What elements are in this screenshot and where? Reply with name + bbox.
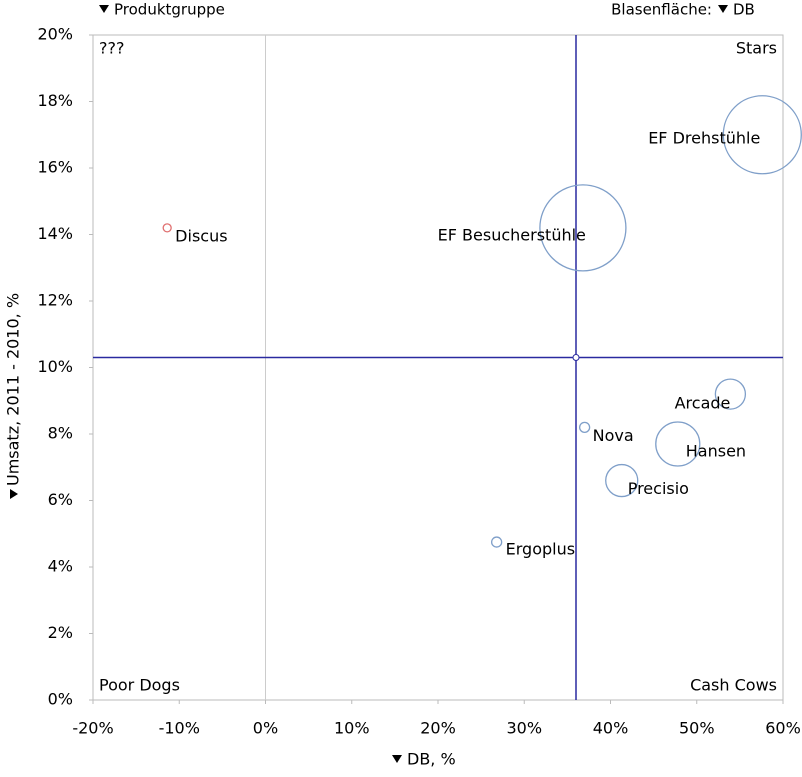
bubble: [655, 421, 701, 467]
bubble-label: EF Besucherstühle: [438, 225, 586, 244]
bubble: [722, 95, 802, 175]
y-tick-label: 2%: [48, 623, 73, 642]
reference-center: [572, 354, 580, 362]
bubble: [490, 536, 503, 548]
y-tick-label: 0%: [48, 690, 73, 709]
dropdown-icon[interactable]: [99, 5, 109, 13]
y-tick-label: 16%: [37, 158, 73, 177]
bubble: [162, 223, 172, 233]
quadrant-label: ???: [99, 39, 124, 58]
x-tick-label: 30%: [506, 719, 542, 738]
x-tick-label: 20%: [420, 719, 456, 738]
bubble-label: EF Drehstühle: [648, 128, 760, 147]
x-tick-label: 50%: [679, 719, 715, 738]
bubble-label: Nova: [593, 426, 634, 445]
size-by-label[interactable]: DB: [733, 1, 755, 19]
y-tick-label: 8%: [48, 424, 73, 443]
bubble: [539, 184, 627, 272]
bubble: [605, 463, 639, 498]
x-tick-label: 40%: [593, 719, 629, 738]
bubble-label: Arcade: [675, 394, 731, 413]
x-tick-label: -20%: [72, 719, 113, 738]
bubble-label: Ergoplus: [506, 540, 575, 559]
x-tick-label: 0%: [253, 719, 278, 738]
x-axis-control[interactable]: DB, %: [392, 750, 456, 769]
y-tick-label: 6%: [48, 490, 73, 509]
bubble-label: Hansen: [686, 441, 746, 460]
dropdown-icon[interactable]: [392, 755, 402, 763]
color-by-control[interactable]: Produktgruppe: [99, 1, 225, 19]
x-tick-label: 10%: [334, 719, 370, 738]
y-tick-label: 20%: [37, 25, 73, 44]
quadrant-label: Cash Cows: [690, 676, 777, 695]
quadrant-label: Poor Dogs: [99, 676, 180, 695]
y-tick-label: 12%: [37, 291, 73, 310]
y-tick-label: 10%: [37, 357, 73, 376]
y-tick-label: 4%: [48, 557, 73, 576]
size-by-control[interactable]: DB: [718, 1, 755, 19]
color-by-label[interactable]: Produktgruppe: [114, 1, 225, 19]
bubble-label: Discus: [175, 226, 227, 245]
x-tick-label: 60%: [765, 719, 801, 738]
x-axis-label[interactable]: DB, %: [407, 750, 456, 769]
quadrant-label: Stars: [736, 39, 777, 58]
dropdown-icon[interactable]: [10, 489, 18, 499]
bubble-label: Precisio: [628, 479, 689, 498]
bubble: [578, 421, 591, 434]
x-tick-label: -10%: [159, 719, 200, 738]
dropdown-icon[interactable]: [718, 5, 728, 13]
y-axis-control[interactable]: Umsatz, 2011 - 2010, %: [4, 293, 23, 499]
bubble: [714, 378, 747, 410]
size-label: Blasenfläche:: [611, 1, 712, 19]
y-tick-label: 18%: [37, 91, 73, 110]
y-axis-label[interactable]: Umsatz, 2011 - 2010, %: [4, 293, 23, 486]
y-tick-label: 14%: [37, 224, 73, 243]
